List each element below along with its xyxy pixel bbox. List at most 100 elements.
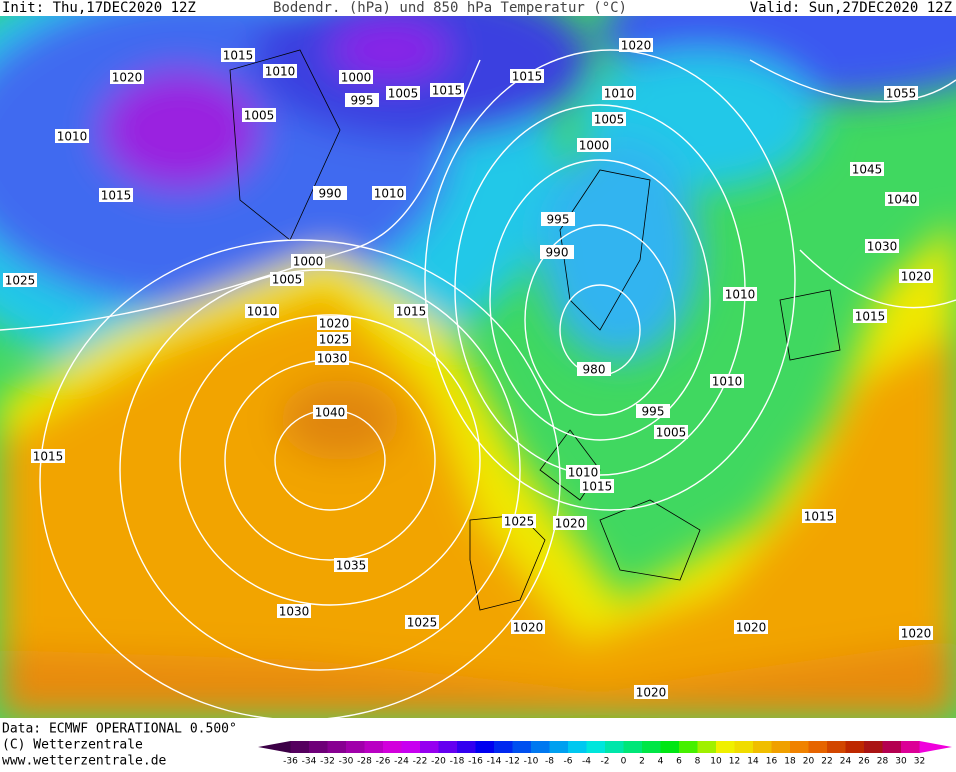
isobar-label-box — [634, 685, 668, 699]
scale-label: 4 — [658, 757, 664, 767]
scale-bin — [882, 741, 902, 753]
isobar-label-box — [853, 309, 887, 323]
isobar-label-box — [850, 162, 884, 176]
scale-label: 22 — [821, 757, 832, 767]
scale-bin — [716, 741, 735, 753]
isobar-label: 1005 — [388, 87, 419, 101]
isobar-label-box — [315, 351, 349, 365]
scale-bin — [864, 741, 883, 753]
isobar-label: 995 — [351, 94, 374, 108]
isobar-label-box — [3, 273, 37, 287]
scale-label: -36 — [283, 757, 298, 767]
isobar-label: 1010 — [604, 87, 635, 101]
isobar-label: 1045 — [852, 163, 883, 177]
isobar-label: 1040 — [887, 193, 918, 207]
isobar-label-box — [636, 404, 670, 418]
isobar-label: 1000 — [293, 255, 324, 269]
isobar-label: 1030 — [279, 605, 310, 619]
isobar-label: 1020 — [513, 621, 544, 635]
isobar-label-box — [899, 269, 933, 283]
scale-bin — [808, 741, 828, 753]
map-title: Bodendr. (hPa) und 850 hPa Temperatur (°… — [273, 0, 627, 16]
isobar-label-box — [334, 558, 368, 572]
data-source: Data: ECMWF OPERATIONAL 0.500° — [2, 722, 237, 737]
isobar-label-box — [245, 304, 279, 318]
scale-bin — [605, 741, 624, 753]
isobar-label: 1025 — [319, 333, 350, 347]
scale-bin — [457, 741, 476, 753]
scale-bin — [549, 741, 569, 753]
isobar-label-box — [566, 465, 600, 479]
isobar-label: 1015 — [582, 480, 613, 494]
scale-bin — [901, 741, 920, 753]
scale-label: 20 — [803, 757, 815, 767]
isobar-label-box — [430, 83, 464, 97]
scale-bin — [697, 741, 717, 753]
copyright: (C) Wetterzentrale — [2, 738, 143, 753]
isobar-label: 1020 — [901, 627, 932, 641]
valid-time: Valid: Sun,27DEC2020 12Z — [750, 0, 952, 16]
isobar-label-box — [502, 514, 536, 528]
scale-bin — [401, 741, 421, 753]
scale-label: -34 — [302, 757, 317, 767]
scale-label: 12 — [729, 757, 740, 767]
isobar-label: 1010 — [725, 288, 756, 302]
isobar-label-box — [602, 86, 636, 100]
isobar-label-box — [263, 64, 297, 78]
isobar-label-box — [345, 93, 379, 107]
isobar-label: 1020 — [901, 270, 932, 284]
isobar-label-box — [317, 332, 351, 346]
scale-label: 26 — [858, 757, 870, 767]
scale-label: -4 — [582, 757, 591, 767]
isobar-label: 1005 — [594, 113, 625, 127]
isobar-label-box — [242, 108, 276, 122]
scale-label: -12 — [505, 757, 520, 767]
isobar-label: 1020 — [621, 39, 652, 53]
scale-bin — [309, 741, 328, 753]
isobar-label: 995 — [642, 405, 665, 419]
scale-label: -16 — [468, 757, 483, 767]
scale-bin — [753, 741, 772, 753]
isobar-label: 1055 — [886, 87, 917, 101]
isobar-label-box — [339, 70, 373, 84]
isobar-label-box — [510, 69, 544, 83]
scale-label: 8 — [695, 757, 701, 767]
isobar-label-box — [313, 405, 347, 419]
isobar-label: 1005 — [656, 426, 687, 440]
scale-label: 2 — [639, 757, 645, 767]
scale-bin — [512, 741, 532, 753]
isobar-label: 1015 — [432, 84, 463, 98]
scale-bin — [327, 741, 347, 753]
scale-label: 30 — [895, 757, 907, 767]
isobar-label: 1015 — [223, 49, 254, 63]
scale-bin — [660, 741, 680, 753]
scale-label: 6 — [676, 757, 682, 767]
isobar-label-box — [734, 620, 768, 634]
isobar-label-box — [619, 38, 653, 52]
isobar-label-box — [885, 192, 919, 206]
isobar-label-box — [802, 509, 836, 523]
scale-bin — [290, 741, 310, 753]
isobar-label: 1010 — [568, 466, 599, 480]
scale-label: -18 — [450, 757, 465, 767]
scale-label: 18 — [784, 757, 796, 767]
website: www.wetterzentrale.de — [2, 754, 167, 769]
isobar-label-box — [899, 626, 933, 640]
isobar-label: 1010 — [57, 130, 88, 144]
isobar-label-box — [277, 604, 311, 618]
isobar-label: 1020 — [555, 517, 586, 531]
isobar-label: 1035 — [336, 559, 367, 573]
isobar-label: 1020 — [319, 317, 350, 331]
isobar-label: 1000 — [579, 139, 610, 153]
scale-label: -20 — [431, 757, 446, 767]
isobar-label: 1025 — [407, 616, 438, 630]
isobar-label-box — [580, 479, 614, 493]
isobar-label-box — [405, 615, 439, 629]
isobar-label: 1015 — [33, 450, 64, 464]
isobar-label: 1000 — [341, 71, 372, 85]
scale-label: -24 — [394, 757, 409, 767]
isobar-label: 1020 — [736, 621, 767, 635]
isobar-label: 1020 — [112, 71, 143, 85]
isobar-label: 1015 — [101, 189, 132, 203]
